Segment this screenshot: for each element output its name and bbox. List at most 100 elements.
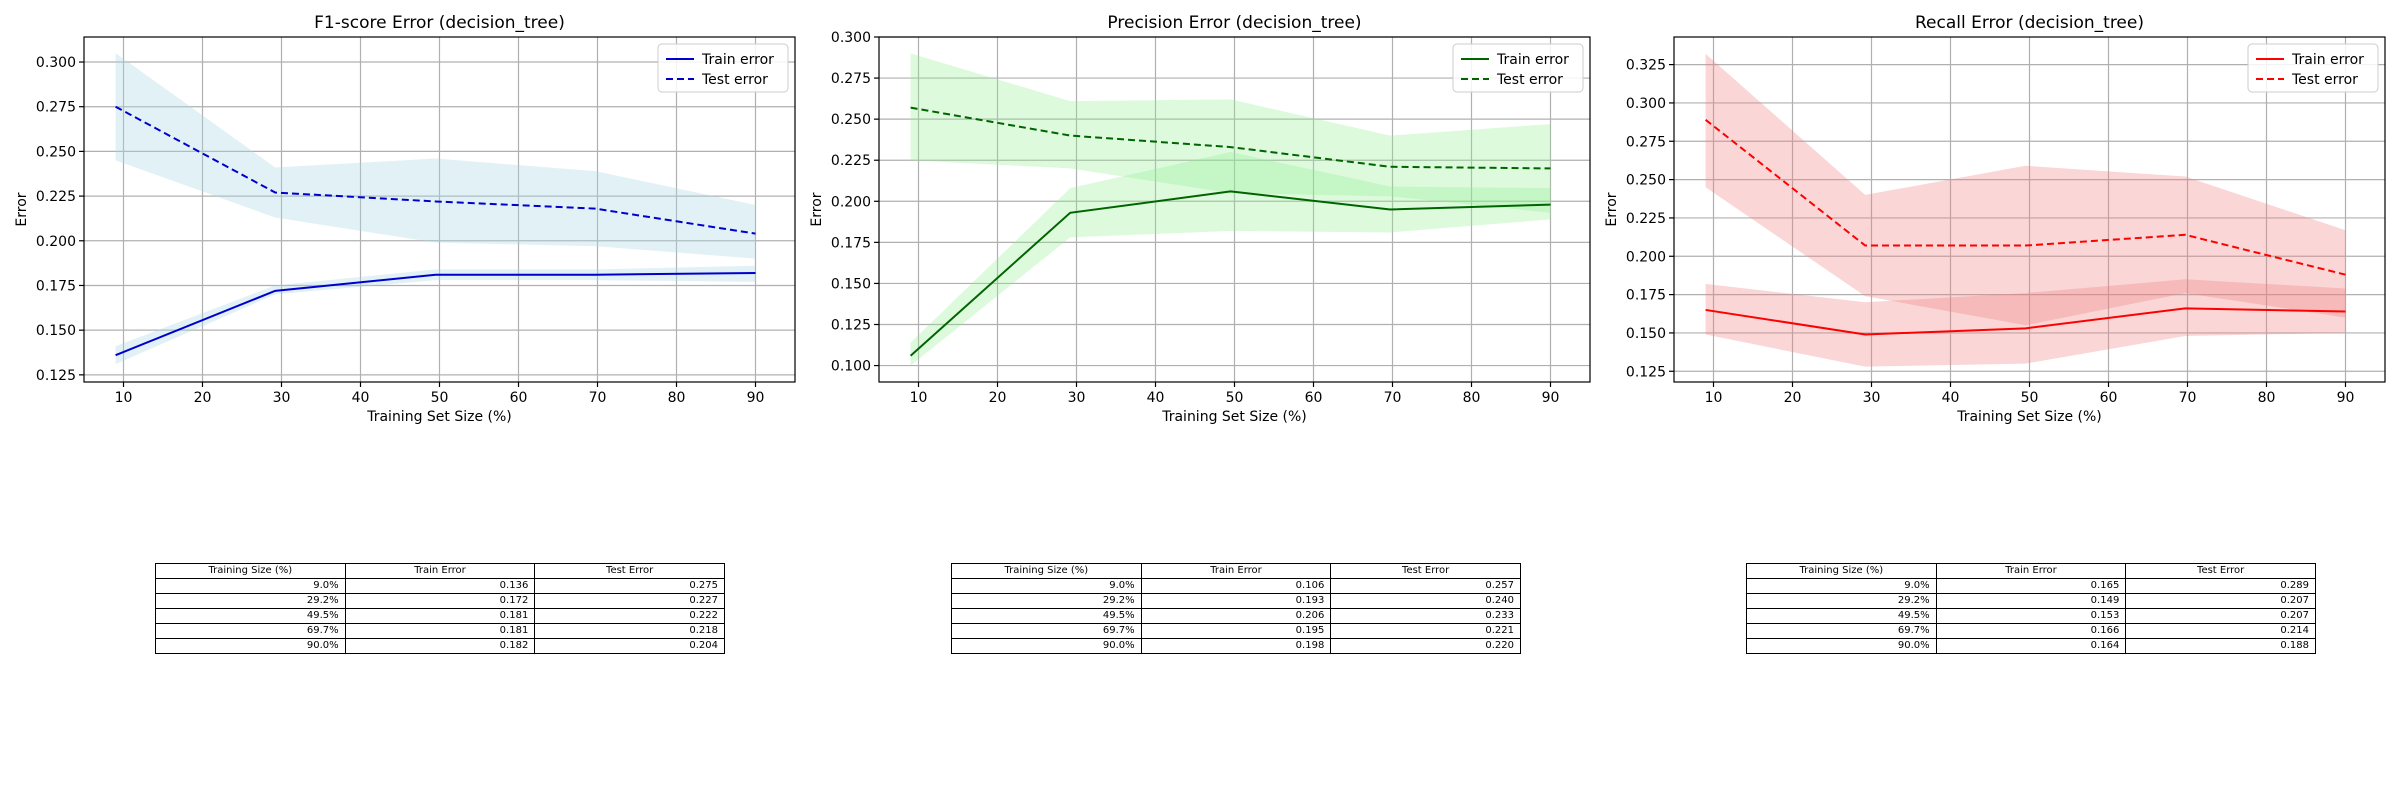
y-tick-label: 0.175	[1626, 288, 1666, 304]
y-tick-label: 0.325	[1626, 58, 1666, 74]
x-tick-label: 90	[2337, 390, 2355, 406]
table-row: 29.2% 0.193 0.240	[951, 593, 1521, 609]
x-axis-label: Training Set Size (%)	[1956, 409, 2102, 425]
x-tick-label: 10	[910, 390, 928, 406]
chart-title: Precision Error (decision_tree)	[1107, 13, 1361, 33]
table-cell: 9.0%	[155, 578, 346, 594]
legend-label: Test error	[1496, 72, 1563, 88]
x-tick-label: 60	[510, 390, 528, 406]
confidence-band-train	[910, 152, 1551, 366]
chart-title: F1-score Error (decision_tree)	[314, 13, 565, 33]
x-tick-label: 30	[1068, 390, 1086, 406]
table-cell: 49.5%	[155, 608, 346, 624]
table-row: 49.5% 0.181 0.222	[155, 608, 725, 624]
table-cell: 0.240	[1330, 593, 1521, 609]
confidence-band-test	[910, 53, 1551, 213]
x-tick-label: 10	[1705, 390, 1723, 406]
x-tick-label: 80	[1463, 390, 1481, 406]
y-tick-label: 0.225	[1626, 211, 1666, 227]
column-header: Train Error	[1140, 563, 1332, 579]
series-line-train-error	[1705, 307, 2346, 336]
table-row: 9.0% 0.165 0.289	[1746, 578, 2316, 594]
x-tick-label: 40	[1147, 390, 1165, 406]
x-tick-label: 60	[1305, 390, 1323, 406]
x-tick-label: 50	[431, 390, 449, 406]
legend: Train error Test error	[657, 43, 789, 93]
table-cell: 0.204	[534, 638, 725, 654]
y-tick-label: 0.300	[1626, 96, 1666, 112]
table-cell: 0.166	[1935, 623, 2127, 639]
y-tick-label: 0.250	[831, 112, 871, 128]
y-tick-label: 0.100	[831, 359, 871, 375]
table-cell: 0.164	[1935, 638, 2127, 654]
results-table: Training Size (%) Train Error Test Error 9.…	[1746, 563, 2316, 654]
series-line-train-error	[115, 271, 756, 357]
x-axis-label: Training Set Size (%)	[1161, 409, 1307, 425]
table-cell: 0.214	[2125, 623, 2316, 639]
x-tick-label: 60	[2100, 390, 2118, 406]
x-tick-label: 20	[194, 390, 212, 406]
table-cell: 0.181	[344, 608, 536, 624]
table-cell: 0.198	[1140, 638, 1332, 654]
x-tick-label: 50	[1226, 390, 1244, 406]
y-tick-label: 0.200	[831, 194, 871, 210]
table-cell: 0.218	[534, 623, 725, 639]
legend-label: Test error	[701, 72, 768, 88]
x-tick-label: 50	[2021, 390, 2039, 406]
table-row: 69.7% 0.166 0.214	[1746, 623, 2316, 639]
y-tick-label: 0.225	[831, 153, 871, 169]
x-tick-label: 10	[115, 390, 133, 406]
table-cell: 0.136	[344, 578, 536, 594]
y-tick-label: 0.125	[1626, 364, 1666, 380]
x-tick-label: 40	[1942, 390, 1960, 406]
table-cell: 69.7%	[951, 623, 1142, 639]
table-row: 49.5% 0.153 0.207	[1746, 608, 2316, 624]
x-tick-label: 80	[2258, 390, 2276, 406]
table-header-row: Training Size (%) Train Error Test Error	[951, 563, 1521, 579]
confidence-band-train	[1705, 279, 2346, 367]
table-cell: 29.2%	[155, 593, 346, 609]
x-tick-label: 70	[2179, 390, 2197, 406]
y-axis-label: Error	[809, 192, 825, 226]
y-tick-label: 0.275	[36, 100, 76, 116]
y-tick-label: 0.300	[36, 55, 76, 71]
confidence-band-train	[115, 265, 756, 365]
legend: Train error Test error	[2247, 43, 2379, 93]
x-tick-label: 90	[747, 390, 765, 406]
x-tick-label: 40	[352, 390, 370, 406]
y-tick-label: 0.125	[36, 368, 76, 384]
table-cell: 0.193	[1140, 593, 1332, 609]
x-tick-label: 30	[1863, 390, 1881, 406]
table-cell: 9.0%	[1746, 578, 1937, 594]
table-cell: 0.289	[2125, 578, 2316, 594]
y-tick-label: 0.225	[36, 189, 76, 205]
table-row: 9.0% 0.106 0.257	[951, 578, 1521, 594]
table-row: 9.0% 0.136 0.275	[155, 578, 725, 594]
column-header: Train Error	[1935, 563, 2127, 579]
table-cell: 0.227	[534, 593, 725, 609]
table-cell: 0.172	[344, 593, 536, 609]
y-tick-label: 0.275	[1626, 134, 1666, 150]
table-cell: 0.257	[1330, 578, 1521, 594]
table-cell: 90.0%	[155, 638, 346, 654]
x-tick-label: 70	[589, 390, 607, 406]
column-header: Training Size (%)	[1746, 563, 1937, 579]
column-header: Training Size (%)	[155, 563, 346, 579]
table-cell: 0.181	[344, 623, 536, 639]
legend-label: Train error	[2291, 52, 2364, 68]
table-header-row: Training Size (%) Train Error Test Error	[1746, 563, 2316, 579]
table-cell: 0.207	[2125, 608, 2316, 624]
table-row: 29.2% 0.172 0.227	[155, 593, 725, 609]
table-row: 90.0% 0.164 0.188	[1746, 638, 2316, 654]
series-line-test-error	[910, 106, 1551, 170]
x-tick-label: 90	[1542, 390, 1560, 406]
x-tick-label: 20	[989, 390, 1007, 406]
table-cell: 0.220	[1330, 638, 1521, 654]
x-tick-label: 70	[1384, 390, 1402, 406]
table-cell: 0.165	[1935, 578, 2127, 594]
table-cell: 0.206	[1140, 608, 1332, 624]
table-cell: 49.5%	[951, 608, 1142, 624]
table-cell: 0.275	[534, 578, 725, 594]
table-cell: 0.153	[1935, 608, 2127, 624]
